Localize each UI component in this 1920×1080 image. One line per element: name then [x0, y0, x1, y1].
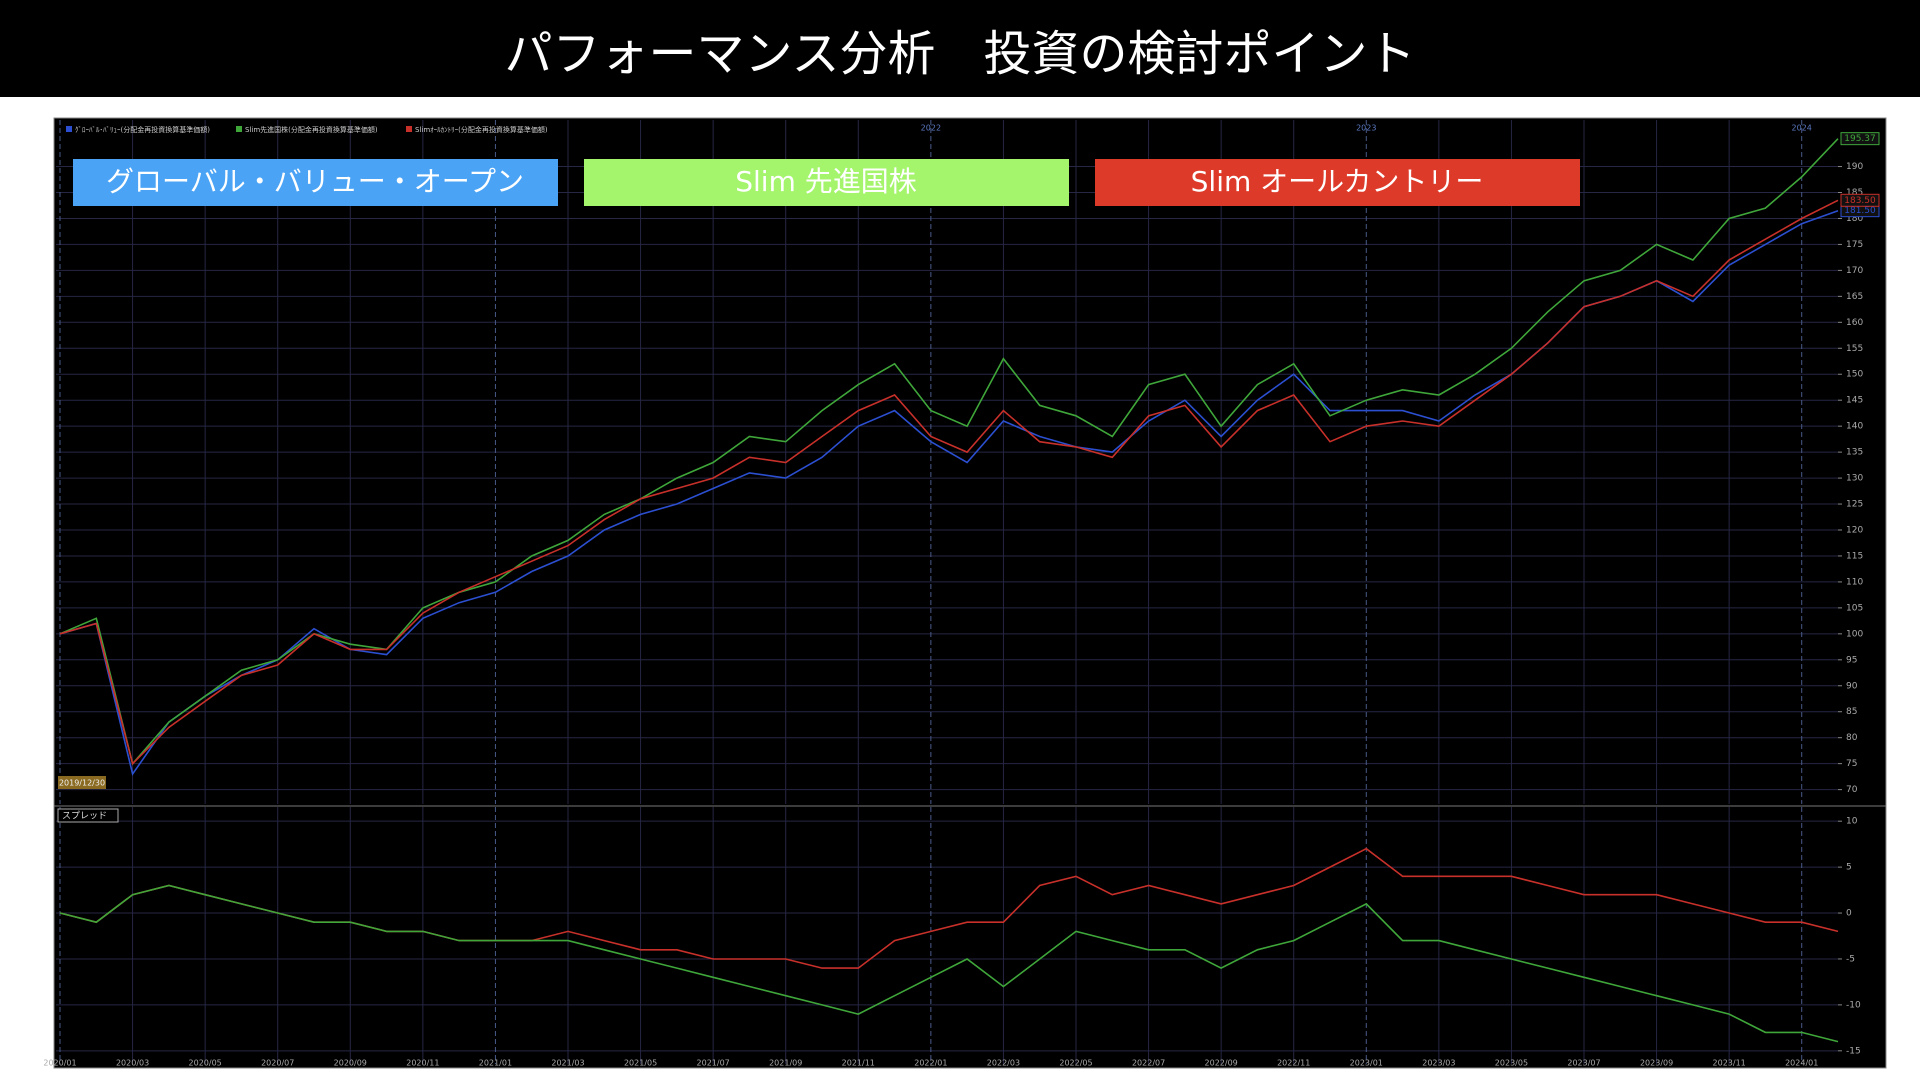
y-tick-label: 10: [1846, 817, 1858, 827]
slide-title: パフォーマンス分析 投資の検討ポイント: [0, 0, 1920, 97]
y-tick-label: 130: [1846, 474, 1863, 484]
y-tick-label: 165: [1846, 292, 1863, 302]
start-badge: [58, 776, 106, 789]
chart-frame: [53, 117, 1887, 1069]
y-tick-label: 185: [1846, 188, 1863, 198]
y-tick-label: -5: [1846, 954, 1855, 964]
x-tick-label: 2022/05: [1059, 1059, 1092, 1068]
y-tick-label: 95: [1846, 655, 1857, 665]
header-swatch: [66, 126, 72, 132]
x-tick-label: 2022/03: [987, 1059, 1020, 1068]
y-tick-label: 100: [1846, 629, 1863, 639]
y-tick-label: 75: [1846, 759, 1857, 769]
legend-label: Slim オールカントリー: [1191, 165, 1484, 198]
y-tick-label: 190: [1846, 162, 1863, 172]
panel-title: スプレッド: [62, 811, 107, 822]
y-tick-label: 85: [1846, 707, 1857, 717]
x-tick-label: 2021/05: [624, 1059, 657, 1068]
y-tick-label: 170: [1846, 266, 1863, 276]
year-marker: 2023: [1356, 124, 1376, 133]
header-label: Slim先進国株(分配金再投資換算基準価額): [245, 125, 378, 134]
y-tick-label: 5: [1846, 863, 1852, 873]
y-tick-label: 150: [1846, 370, 1863, 380]
legend-box: [1095, 159, 1580, 206]
y-tick-label: 0: [1846, 909, 1852, 919]
x-tick-label: 2020/07: [261, 1059, 294, 1068]
series-line: [59, 884, 1839, 1043]
header-label: Slimｵｰﾙｶﾝﾄﾘｰ(分配金再投資換算基準価額): [415, 125, 548, 134]
x-tick-label: 2020/01: [43, 1059, 76, 1068]
y-tick-label: 70: [1846, 785, 1858, 795]
y-tick-label: -10: [1846, 1000, 1861, 1010]
x-tick-label: 2020/03: [116, 1059, 149, 1068]
x-tick-label: 2021/03: [551, 1059, 584, 1068]
y-tick-label: 145: [1846, 396, 1863, 406]
x-tick-label: 2023/07: [1567, 1059, 1600, 1068]
y-tick-label: 140: [1846, 422, 1863, 432]
x-tick-label: 2020/11: [406, 1059, 439, 1068]
x-tick-label: 2023/11: [1713, 1059, 1746, 1068]
x-tick-label: 2023/01: [1350, 1059, 1383, 1068]
y-tick-label: 115: [1846, 551, 1863, 561]
x-tick-label: 2022/01: [914, 1059, 947, 1068]
start-label: 2019/12/30: [59, 779, 105, 788]
legend-box: [73, 159, 558, 206]
x-tick-label: 2023/03: [1422, 1059, 1455, 1068]
x-tick-label: 2021/01: [479, 1059, 512, 1068]
end-tag: [1840, 193, 1880, 207]
x-tick-label: 2022/09: [1205, 1059, 1238, 1068]
x-tick-label: 2023/09: [1640, 1059, 1673, 1068]
x-tick-label: 2023/05: [1495, 1059, 1528, 1068]
x-tick-label: 2021/09: [769, 1059, 802, 1068]
header-label: ｸﾞﾛｰﾊﾞﾙ･ﾊﾞﾘｭｰ(分配金再投資換算基準価額): [75, 125, 210, 134]
y-tick-label: 160: [1846, 318, 1863, 328]
y-tick-label: 125: [1846, 500, 1863, 510]
header-swatch: [406, 126, 412, 132]
series-line: [59, 138, 1839, 766]
end-label: 181.50: [1844, 206, 1876, 216]
legend-label: Slim 先進国株: [735, 165, 917, 198]
y-tick-label: 110: [1846, 577, 1863, 587]
y-tick-label: 135: [1846, 448, 1863, 458]
legend-box: [584, 159, 1069, 206]
x-tick-label: 2020/09: [334, 1059, 367, 1068]
y-tick-label: 120: [1846, 526, 1863, 536]
end-label: 195.37: [1844, 134, 1876, 144]
y-tick-label: 105: [1846, 603, 1863, 613]
x-tick-label: 2020/05: [189, 1059, 222, 1068]
y-tick-label: 180: [1846, 214, 1863, 224]
end-label: 183.50: [1844, 196, 1876, 206]
series-line: [59, 199, 1839, 766]
year-marker: 2022: [921, 124, 941, 133]
x-tick-label: 2021/11: [842, 1059, 875, 1068]
panel-title-box: [57, 808, 119, 823]
y-tick-label: 90: [1846, 681, 1858, 691]
y-tick-label: -15: [1846, 1046, 1861, 1056]
header-swatch: [236, 126, 242, 132]
y-tick-label: 175: [1846, 240, 1863, 250]
x-tick-label: 2024/01: [1785, 1059, 1818, 1068]
x-tick-label: 2022/07: [1132, 1059, 1165, 1068]
y-tick-label: 155: [1846, 344, 1863, 354]
x-tick-label: 2022/11: [1277, 1059, 1310, 1068]
legend-label: グローバル・バリュー・オープン: [106, 165, 524, 198]
year-marker: 2024: [1792, 124, 1812, 133]
y-tick-label: 80: [1846, 733, 1858, 743]
x-tick-label: 2021/07: [697, 1059, 730, 1068]
end-tag: [1840, 132, 1880, 146]
